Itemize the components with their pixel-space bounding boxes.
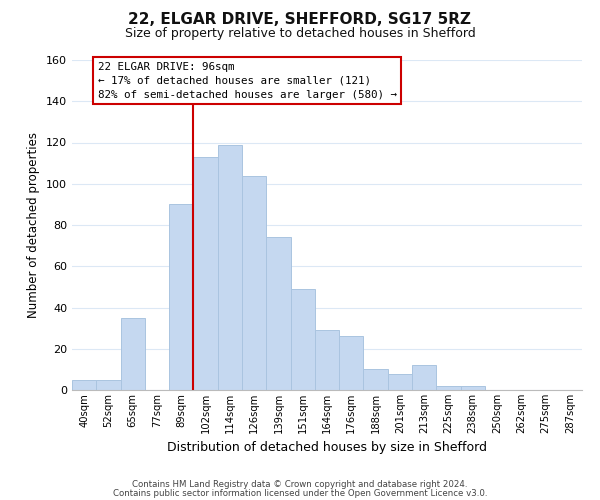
Text: 22 ELGAR DRIVE: 96sqm
← 17% of detached houses are smaller (121)
82% of semi-det: 22 ELGAR DRIVE: 96sqm ← 17% of detached … bbox=[97, 62, 397, 100]
Bar bbox=[242, 176, 266, 390]
Text: Contains HM Land Registry data © Crown copyright and database right 2024.: Contains HM Land Registry data © Crown c… bbox=[132, 480, 468, 489]
Y-axis label: Number of detached properties: Number of detached properties bbox=[28, 132, 40, 318]
Bar bbox=[169, 204, 193, 390]
Bar bbox=[218, 144, 242, 390]
Bar bbox=[121, 318, 145, 390]
Bar bbox=[364, 370, 388, 390]
Bar bbox=[96, 380, 121, 390]
Bar bbox=[290, 289, 315, 390]
Bar bbox=[72, 380, 96, 390]
Bar bbox=[461, 386, 485, 390]
Bar bbox=[412, 365, 436, 390]
Bar bbox=[266, 238, 290, 390]
Text: 22, ELGAR DRIVE, SHEFFORD, SG17 5RZ: 22, ELGAR DRIVE, SHEFFORD, SG17 5RZ bbox=[128, 12, 472, 28]
X-axis label: Distribution of detached houses by size in Shefford: Distribution of detached houses by size … bbox=[167, 442, 487, 454]
Bar bbox=[436, 386, 461, 390]
Bar bbox=[339, 336, 364, 390]
Text: Size of property relative to detached houses in Shefford: Size of property relative to detached ho… bbox=[125, 28, 475, 40]
Bar bbox=[315, 330, 339, 390]
Bar bbox=[193, 157, 218, 390]
Bar bbox=[388, 374, 412, 390]
Text: Contains public sector information licensed under the Open Government Licence v3: Contains public sector information licen… bbox=[113, 489, 487, 498]
